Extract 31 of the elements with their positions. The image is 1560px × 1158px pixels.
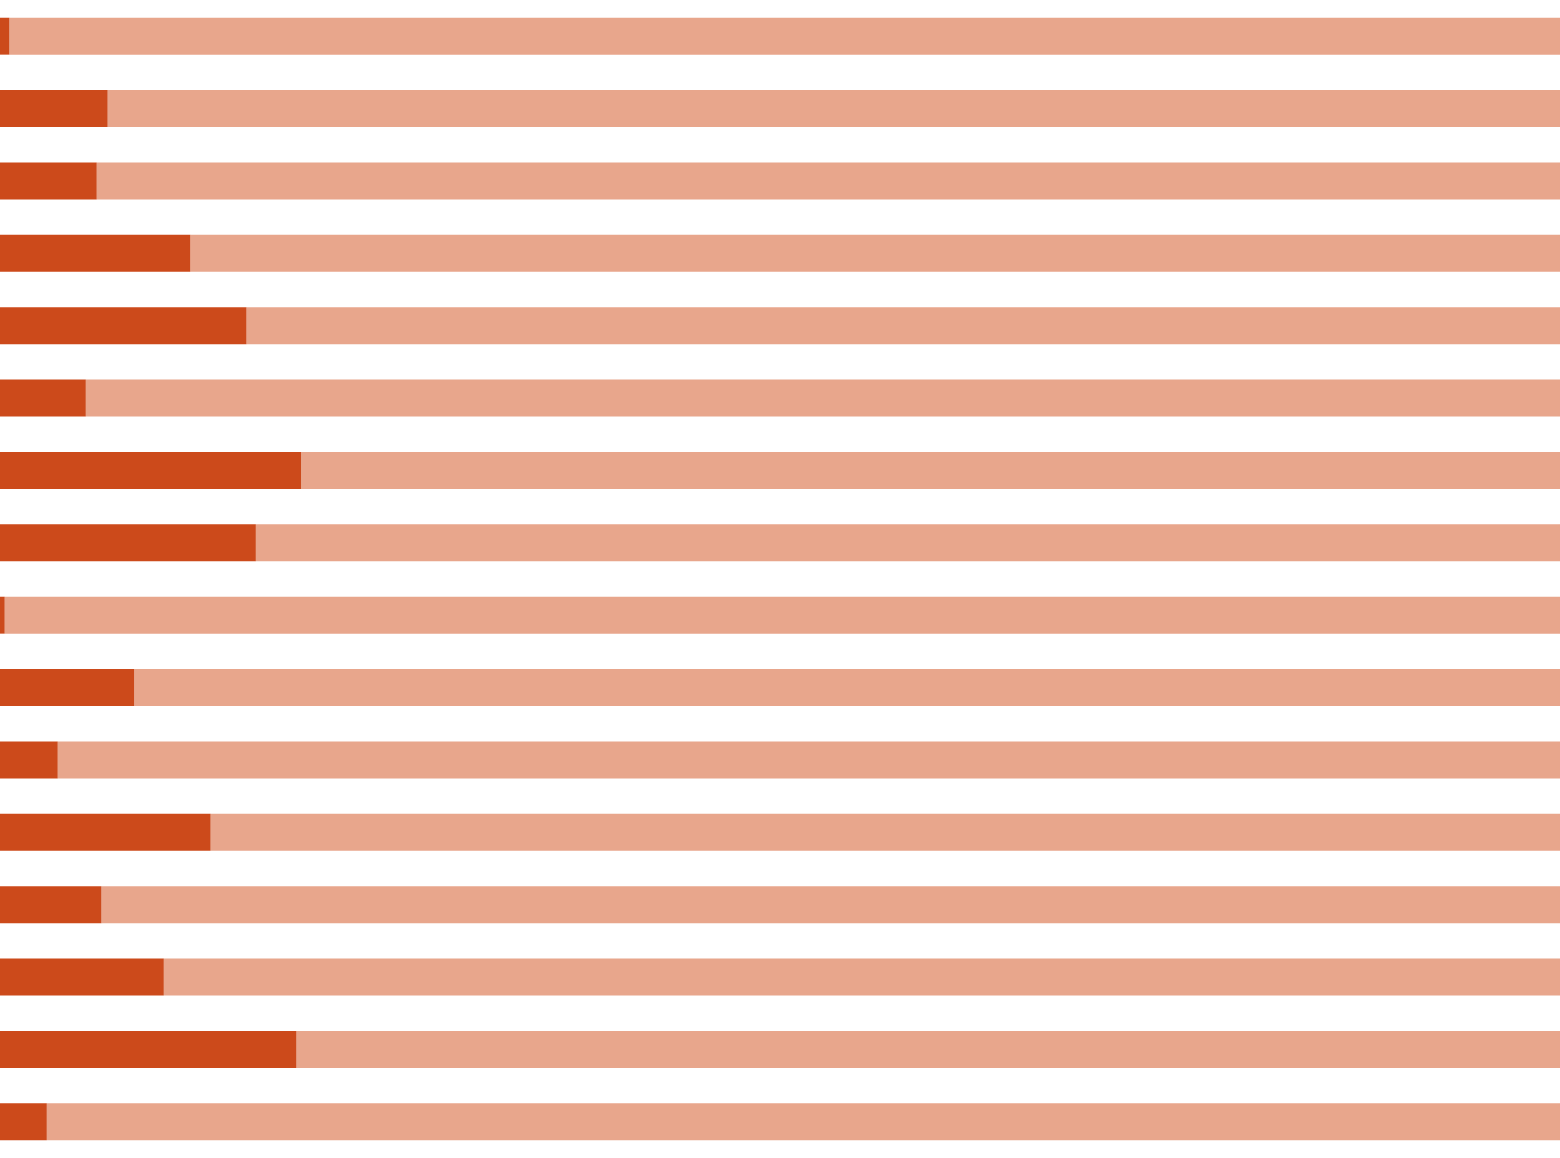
- bar: [0, 524, 256, 562]
- bar: [134, 669, 1560, 707]
- bar: [0, 451, 302, 489]
- bar: [0, 90, 108, 128]
- bar: [4, 596, 1560, 634]
- bar: [0, 886, 102, 924]
- bar: [101, 886, 1560, 924]
- bar: [107, 90, 1560, 128]
- bar: [255, 524, 1560, 562]
- bar: [0, 162, 97, 200]
- bar: [0, 379, 86, 417]
- bar: [96, 162, 1560, 200]
- bar: [163, 958, 1560, 996]
- bar: [0, 669, 135, 707]
- bar: [0, 234, 191, 272]
- bar: [46, 1103, 1560, 1141]
- bar: [0, 958, 164, 996]
- bar: [0, 307, 247, 345]
- bar: [0, 741, 58, 779]
- bar: [190, 234, 1560, 272]
- bar: [0, 1103, 47, 1141]
- bar: [301, 451, 1560, 489]
- bar: [9, 17, 1560, 55]
- bar: [85, 379, 1560, 417]
- bar: [0, 1030, 297, 1068]
- bar: [210, 813, 1560, 851]
- bar: [0, 813, 211, 851]
- bar: [296, 1030, 1560, 1068]
- bar: [57, 741, 1560, 779]
- bar: [0, 17, 10, 55]
- bar: [246, 307, 1560, 345]
